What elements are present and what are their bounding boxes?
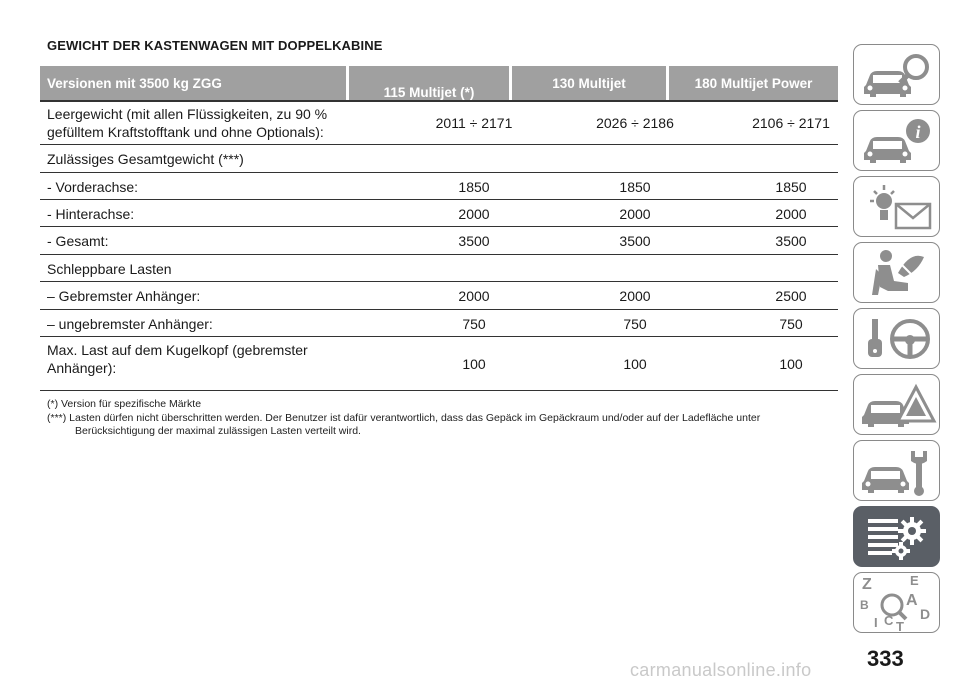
row-label: Zulässiges Gesamtgewicht (***) [47,151,244,167]
footnote-2: (***) Lasten dürfen nicht überschritten … [47,411,761,438]
watermark: carmanualsonline.info [630,660,812,680]
index-letter: C [884,613,894,628]
chapter-tab-3[interactable] [853,176,940,237]
chapter-tab-1[interactable] [853,44,940,105]
table-row: - Vorderachse: 1850 1850 1850 [40,173,838,200]
svg-text:i: i [915,122,920,142]
chapter-tab-4[interactable] [853,242,940,303]
index-letter: Z [862,576,872,593]
row-value: 100 [779,356,803,372]
row-value: 2000 [458,288,490,304]
row-value: 2000 [775,206,807,222]
table-row: - Hinterachse: 2000 2000 2000 [40,200,838,227]
header-115-multijet: 115 Multijet (*) [349,66,509,100]
table-row: – Gebremster Anhänger: 2000 2000 2500 [40,282,838,310]
row-label: - Hinterachse: [47,206,135,222]
row-label: – Gebremster Anhänger: [47,288,201,304]
row-label: Max. Last auf dem Kugelkopf (gebremster … [47,342,308,376]
row-value: 1850 [775,179,807,195]
row-value: 100 [623,356,647,372]
header-180-multijet-power: 180 Multijet Power [669,66,838,100]
table-row: – ungebremster Anhänger: 750 750 750 [40,310,838,337]
table-row: - Gesamt: 3500 3500 3500 [40,227,838,255]
index-letter: E [910,573,919,588]
row-value: 2011 ÷ 2171 [435,115,513,131]
row-value: 100 [462,356,486,372]
footnote-1: (*) Version für spezifische Märkte [47,398,202,410]
car-info-icon: i [864,119,930,163]
row-label: - Gesamt: [47,233,109,249]
warning-light-envelope-icon [870,185,932,230]
chapter-tab-8[interactable] [853,506,940,567]
header-rule [40,100,838,102]
row-value: 750 [623,316,647,332]
row-value: 1850 [619,179,651,195]
table-header: Versionen mit 3500 kg ZGG 115 Multijet (… [40,66,838,100]
car-wrench-icon [862,451,927,496]
index-letter: D [920,606,930,622]
seated-passenger-airbag-icon [872,250,924,295]
footnotes: (*) Version für spezifische Märkte (***)… [47,398,837,439]
row-value: 750 [462,316,486,332]
car-warning-triangle-icon [862,383,937,427]
index-letter: I [874,615,878,630]
row-value: 2000 [619,206,651,222]
table-row: Leergewicht (mit allen Flüssigkeiten, zu… [40,101,838,145]
index-letter: A [906,592,918,609]
row-label: - Vorderachse: [47,179,139,195]
row-label: Leergewicht (mit allen Flüssigkeiten, zu… [47,106,328,140]
row-value: 2500 [775,288,807,304]
row-value: 750 [779,316,803,332]
row-value: 3500 [458,233,490,249]
row-value: 2026 ÷ 2186 [596,115,674,131]
header-130-multijet: 130 Multijet [512,66,666,100]
row-value: 2000 [458,206,490,222]
page-title: GEWICHT DER KASTENWAGEN MIT DOPPELKABINE [47,38,383,53]
chapter-tab-2[interactable]: i [853,110,940,171]
key-steering-wheel-icon [868,319,930,359]
page-number: 333 [867,646,904,671]
spec-list-gears-icon [868,517,926,560]
header-versions: Versionen mit 3500 kg ZGG [40,66,346,100]
car-magnifier-icon [864,54,929,97]
row-label: – ungebremster Anhänger: [47,316,213,332]
row-value: 2106 ÷ 2171 [752,115,830,131]
alphabet-index-icon: Z E B A I C T D [860,573,930,634]
chapter-tab-6[interactable] [853,374,940,435]
table-row: Max. Last auf dem Kugelkopf (gebremster … [40,337,838,391]
index-letter: T [896,619,904,634]
row-value: 3500 [619,233,651,249]
row-value: 2000 [619,288,651,304]
chapter-tab-5[interactable] [853,308,940,369]
table-row: Schleppbare Lasten [40,255,838,282]
row-value: 3500 [775,233,807,249]
chapter-tab-9[interactable]: Z E B A I C T D [853,572,940,634]
index-letter: B [860,598,869,612]
row-label: Schleppbare Lasten [47,261,172,277]
row-value: 1850 [458,179,490,195]
table-row: Zulässiges Gesamtgewicht (***) [40,145,838,173]
chapter-tab-7[interactable] [853,440,940,501]
